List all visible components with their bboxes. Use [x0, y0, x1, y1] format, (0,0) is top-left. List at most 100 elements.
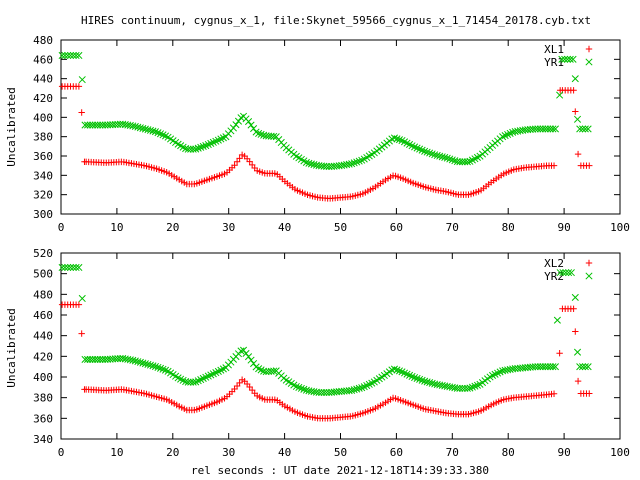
point-yr1 — [72, 51, 80, 60]
point-yr2 — [151, 362, 160, 371]
point-yr1 — [61, 51, 69, 60]
point-yr2 — [423, 378, 431, 386]
point-yr1 — [584, 125, 592, 133]
point-xl1 — [574, 150, 582, 158]
point-yr1 — [355, 157, 363, 165]
point-yr1 — [69, 51, 77, 60]
x-tick-label: 0 — [58, 446, 65, 459]
point-xl2 — [550, 390, 558, 397]
point-yr1 — [350, 159, 358, 167]
point-yr2 — [546, 363, 554, 371]
point-yr1 — [151, 128, 160, 136]
point-yr2 — [134, 358, 142, 366]
point-yr1 — [58, 51, 66, 60]
point-yr1 — [571, 75, 579, 83]
point-yr2 — [247, 356, 255, 364]
point-xl1 — [231, 162, 238, 169]
y-tick-label: 380 — [33, 131, 53, 144]
point-yr1 — [202, 142, 210, 150]
y-tick-label: 360 — [33, 150, 53, 163]
point-yr1 — [421, 147, 429, 155]
point-xl1 — [233, 158, 241, 165]
x-tick-label: 30 — [222, 221, 235, 234]
point-yr1 — [448, 156, 456, 164]
point-yr2 — [584, 363, 592, 371]
point-yr2 — [553, 316, 561, 324]
point-yr2 — [96, 355, 104, 363]
point-yr2 — [426, 379, 434, 387]
point-yr2 — [72, 263, 80, 272]
y-tick-label: 420 — [33, 350, 53, 363]
point-yr1 — [89, 121, 97, 129]
y-tick-label: 440 — [33, 330, 53, 343]
point-xl1 — [572, 108, 579, 115]
point-yr1 — [549, 125, 557, 133]
point-yr1 — [229, 124, 238, 132]
point-yr2 — [58, 263, 66, 272]
point-yr2 — [567, 269, 575, 277]
point-yr2 — [81, 355, 89, 363]
x-tick-label: 60 — [390, 446, 403, 459]
point-yr2 — [413, 374, 421, 383]
point-yr2 — [320, 388, 328, 397]
point-yr2 — [315, 388, 323, 397]
point-yr1 — [66, 51, 75, 60]
point-yr2 — [237, 347, 245, 355]
x-tick-label: 30 — [222, 446, 235, 459]
point-yr1 — [94, 121, 102, 129]
point-xl2 — [78, 330, 85, 337]
point-yr1 — [192, 145, 200, 153]
point-yr2 — [534, 363, 542, 371]
point-yr1 — [539, 125, 547, 133]
point-yr2 — [89, 355, 97, 363]
x-tick-label: 50 — [334, 221, 347, 234]
point-yr2 — [86, 355, 94, 363]
x-tick-label: 80 — [502, 221, 515, 234]
legend-label-xl2: XL2 — [544, 257, 564, 270]
point-yr2 — [541, 363, 549, 371]
point-yr1 — [566, 55, 574, 63]
legend-label-xl1: XL1 — [544, 43, 564, 56]
y-tick-label: 420 — [33, 92, 53, 105]
point-xl1 — [586, 162, 593, 169]
point-yr1 — [456, 158, 464, 166]
point-yr2 — [562, 269, 570, 277]
point-yr1 — [443, 154, 451, 162]
point-yr1 — [270, 132, 278, 141]
x-tick-label: 70 — [446, 446, 459, 459]
point-yr2 — [539, 363, 547, 371]
point-yr1 — [544, 125, 552, 133]
point-yr2 — [350, 386, 358, 394]
point-xl2 — [75, 301, 83, 308]
point-yr1 — [184, 145, 192, 153]
y-tick-label: 360 — [33, 412, 53, 425]
point-yr1 — [255, 129, 263, 138]
y-tick-label: 480 — [33, 34, 53, 47]
point-yr1 — [257, 130, 265, 138]
point-yr2 — [66, 263, 75, 272]
point-yr2 — [565, 269, 573, 277]
point-yr1 — [322, 162, 331, 170]
point-yr2 — [61, 263, 69, 272]
x-tick-label: 80 — [502, 446, 515, 459]
y-tick-label: 400 — [33, 111, 53, 124]
point-yr2 — [466, 384, 474, 392]
point-yr2 — [300, 385, 308, 393]
x-tick-label: 90 — [557, 221, 570, 234]
point-yr2 — [94, 355, 102, 363]
point-yr2 — [78, 294, 86, 303]
x-tick-label: 0 — [58, 221, 65, 234]
y-axis-label-top: Uncalibrated — [5, 87, 18, 166]
x-tick-label: 10 — [110, 446, 123, 459]
point-yr1 — [558, 55, 566, 63]
point-yr1 — [428, 150, 436, 158]
point-yr1 — [75, 51, 83, 60]
x-tick-label: 90 — [557, 446, 570, 459]
point-yr1 — [232, 121, 240, 129]
point-yr1 — [458, 158, 466, 166]
point-yr1 — [536, 125, 544, 133]
point-yr1 — [348, 160, 356, 168]
x-tick-label: 100 — [610, 221, 630, 234]
x-tick-label: 20 — [166, 446, 179, 459]
y-tick-label: 500 — [33, 268, 53, 281]
